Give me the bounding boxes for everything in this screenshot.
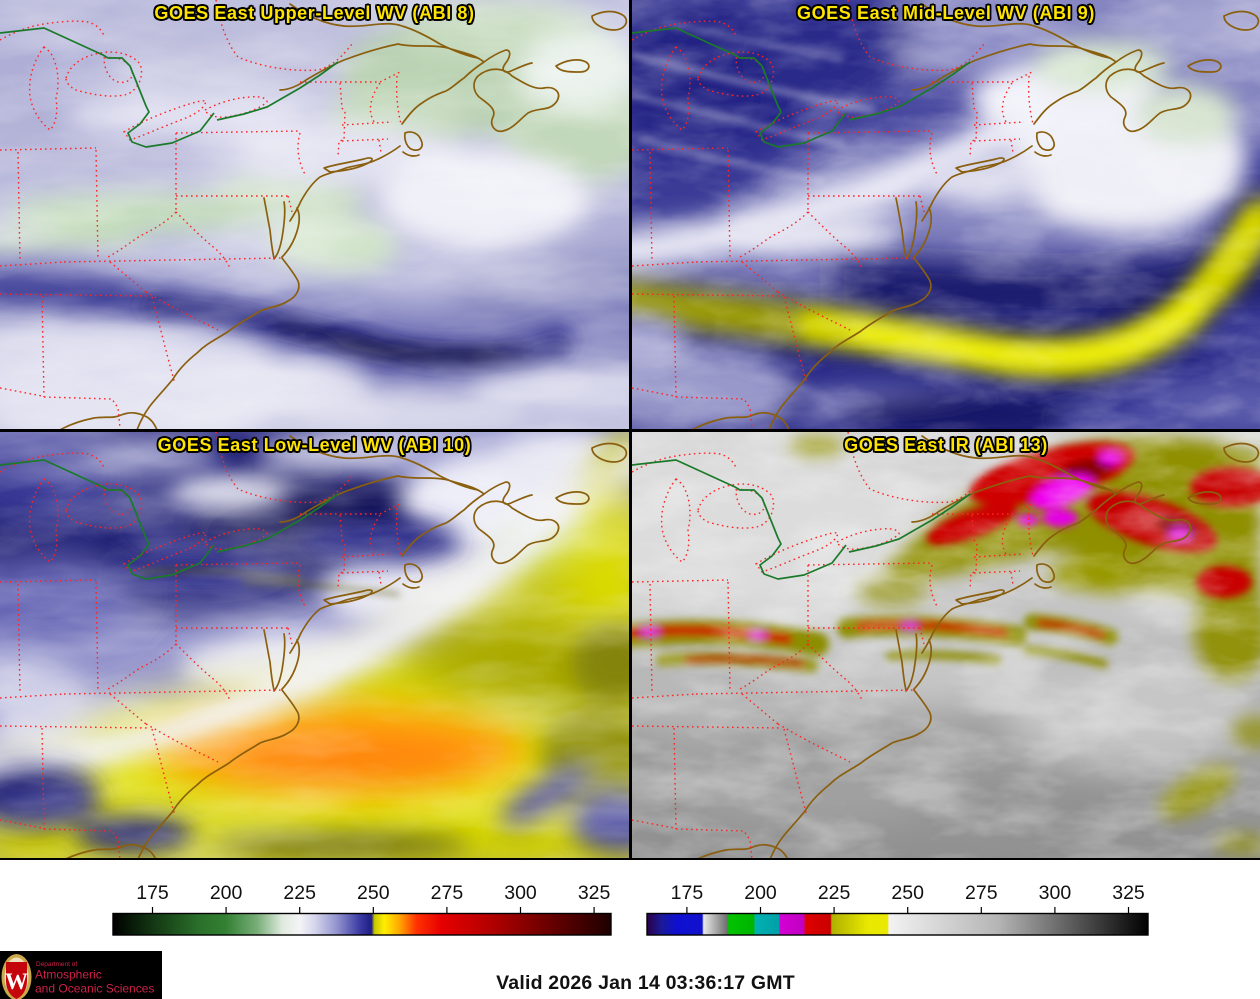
svg-text:W: W bbox=[5, 969, 28, 994]
svg-text:Department of: Department of bbox=[36, 961, 77, 968]
svg-text:175: 175 bbox=[671, 882, 704, 904]
svg-text:250: 250 bbox=[357, 882, 390, 904]
svg-text:175: 175 bbox=[136, 882, 169, 904]
svg-text:225: 225 bbox=[283, 882, 316, 904]
svg-text:200: 200 bbox=[744, 882, 777, 904]
svg-text:325: 325 bbox=[1112, 882, 1145, 904]
svg-text:300: 300 bbox=[504, 882, 537, 904]
svg-text:250: 250 bbox=[891, 882, 924, 904]
svg-text:300: 300 bbox=[1039, 882, 1072, 904]
svg-text:Atmospheric: Atmospheric bbox=[35, 968, 102, 982]
svg-text:275: 275 bbox=[965, 882, 998, 904]
svg-text:275: 275 bbox=[431, 882, 464, 904]
svg-text:325: 325 bbox=[578, 882, 611, 904]
svg-text:200: 200 bbox=[210, 882, 243, 904]
svg-text:and Oceanic Sciences: and Oceanic Sciences bbox=[35, 982, 154, 996]
svg-text:225: 225 bbox=[818, 882, 851, 904]
